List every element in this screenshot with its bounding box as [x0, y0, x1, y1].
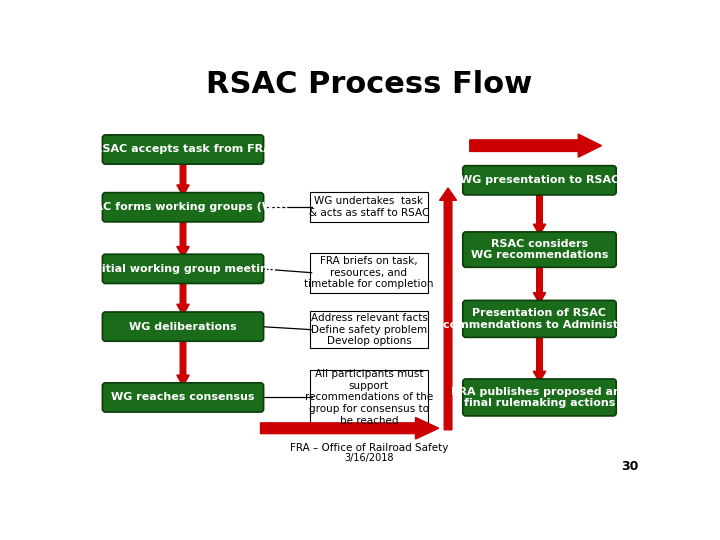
FancyBboxPatch shape: [102, 312, 264, 341]
Text: WG presentation to RSAC: WG presentation to RSAC: [460, 176, 619, 185]
Polygon shape: [534, 264, 546, 303]
Text: All participants must
support
recommendations of the
group for consensus to
be r: All participants must support recommenda…: [305, 369, 433, 426]
Text: WG reaches consensus: WG reaches consensus: [112, 393, 255, 402]
Polygon shape: [177, 161, 189, 195]
Text: Presentation of RSAC
recommendations to Administrator: Presentation of RSAC recommendations to …: [430, 308, 649, 330]
FancyBboxPatch shape: [310, 253, 428, 293]
Polygon shape: [177, 338, 189, 386]
Text: WG undertakes  task
& acts as staff to RSAC: WG undertakes task & acts as staff to RS…: [309, 197, 429, 218]
FancyBboxPatch shape: [310, 311, 428, 348]
FancyBboxPatch shape: [102, 135, 264, 164]
FancyBboxPatch shape: [463, 166, 616, 195]
FancyBboxPatch shape: [463, 300, 616, 338]
Text: FRA – Office of Railroad Safety: FRA – Office of Railroad Safety: [290, 443, 448, 453]
FancyBboxPatch shape: [463, 232, 616, 267]
Text: Initial working group meeting: Initial working group meeting: [90, 264, 276, 274]
Text: Address relevant facts
Define safety problem
Develop options: Address relevant facts Define safety pro…: [310, 313, 428, 346]
Text: FRA briefs on task,
resources, and
timetable for completion: FRA briefs on task, resources, and timet…: [305, 256, 433, 289]
Text: RSAC accepts task from FRA: RSAC accepts task from FRA: [94, 145, 272, 154]
Text: 3/16/2018: 3/16/2018: [344, 453, 394, 462]
FancyBboxPatch shape: [102, 383, 264, 412]
Text: 30: 30: [621, 460, 639, 473]
Polygon shape: [534, 192, 546, 235]
FancyBboxPatch shape: [310, 370, 428, 425]
FancyBboxPatch shape: [102, 193, 264, 222]
Polygon shape: [177, 280, 189, 315]
Text: RSAC Process Flow: RSAC Process Flow: [206, 70, 532, 98]
FancyBboxPatch shape: [102, 254, 264, 284]
Polygon shape: [534, 334, 546, 382]
Text: FRA publishes proposed and
final rulemaking actions: FRA publishes proposed and final rulemak…: [451, 387, 629, 408]
Text: WG deliberations: WG deliberations: [129, 322, 237, 332]
Polygon shape: [469, 134, 601, 157]
Text: RSAC considers
WG recommendations: RSAC considers WG recommendations: [471, 239, 608, 260]
Text: RSAC forms working groups (WG): RSAC forms working groups (WG): [78, 202, 288, 212]
Polygon shape: [439, 188, 456, 430]
Polygon shape: [261, 417, 438, 439]
Polygon shape: [177, 219, 189, 257]
FancyBboxPatch shape: [463, 379, 616, 416]
FancyBboxPatch shape: [310, 192, 428, 222]
